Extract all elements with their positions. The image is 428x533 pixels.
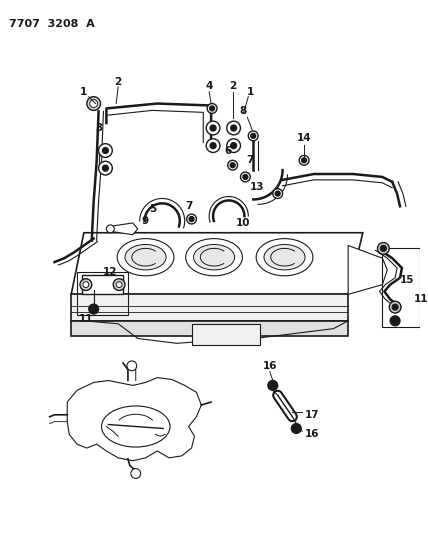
Circle shape [127,361,137,371]
Text: 7: 7 [185,201,192,211]
Text: 14: 14 [297,133,312,143]
Circle shape [268,381,278,390]
Circle shape [207,103,217,114]
Circle shape [90,100,98,108]
Text: 16: 16 [263,361,277,371]
Circle shape [241,172,250,182]
Circle shape [98,161,112,175]
Bar [77,272,128,315]
Text: 1: 1 [80,87,87,97]
Circle shape [275,191,280,196]
Circle shape [230,163,235,168]
Circle shape [102,148,108,154]
Circle shape [206,121,220,135]
Text: 15: 15 [400,274,414,285]
Circle shape [87,96,101,110]
Circle shape [251,133,256,138]
Circle shape [210,125,216,131]
Circle shape [189,216,194,222]
Text: 11: 11 [414,294,428,304]
Circle shape [187,214,196,224]
Text: 16: 16 [305,430,319,439]
Text: 17: 17 [305,410,319,420]
Circle shape [107,225,114,233]
Bar [82,275,123,294]
Circle shape [227,139,241,152]
Text: 4: 4 [205,81,213,91]
Text: 3: 3 [95,123,102,133]
Polygon shape [67,377,201,461]
Ellipse shape [186,239,242,276]
Circle shape [116,281,122,287]
Circle shape [380,246,386,252]
Text: 8: 8 [240,107,247,116]
Text: 12: 12 [103,267,118,277]
Polygon shape [71,294,348,321]
Circle shape [389,301,401,313]
Circle shape [206,139,220,152]
Circle shape [273,189,282,198]
Text: 7707  3208  A: 7707 3208 A [9,19,94,29]
Circle shape [228,160,238,170]
Circle shape [210,143,216,149]
Circle shape [80,279,92,290]
Circle shape [390,316,400,326]
Circle shape [210,106,214,111]
Polygon shape [71,233,363,294]
Text: 13: 13 [250,182,265,192]
Ellipse shape [125,245,166,270]
Circle shape [291,424,301,433]
Polygon shape [348,246,387,294]
Circle shape [248,131,258,141]
Polygon shape [71,321,348,336]
Circle shape [392,304,398,310]
Bar [382,248,419,327]
Circle shape [231,143,237,149]
Text: 1: 1 [247,87,254,97]
Circle shape [83,281,89,287]
Circle shape [377,243,389,254]
Circle shape [98,144,112,157]
Circle shape [243,174,248,180]
Circle shape [102,165,108,171]
Circle shape [89,304,98,314]
Ellipse shape [256,239,313,276]
Bar [192,324,260,345]
Ellipse shape [117,239,174,276]
Text: 2: 2 [115,77,122,87]
Circle shape [131,469,141,479]
Text: 10: 10 [236,218,251,228]
Circle shape [113,279,125,290]
Text: 11: 11 [79,314,93,324]
Text: 7: 7 [247,155,254,165]
Circle shape [227,121,241,135]
Circle shape [299,156,309,165]
Polygon shape [113,223,138,235]
Text: 2: 2 [229,81,236,91]
Circle shape [302,158,306,163]
Circle shape [231,125,237,131]
Ellipse shape [264,245,305,270]
Ellipse shape [193,245,235,270]
Text: 6: 6 [224,146,232,156]
Ellipse shape [101,406,170,447]
Text: 9: 9 [142,216,149,226]
Text: 5: 5 [149,204,156,214]
